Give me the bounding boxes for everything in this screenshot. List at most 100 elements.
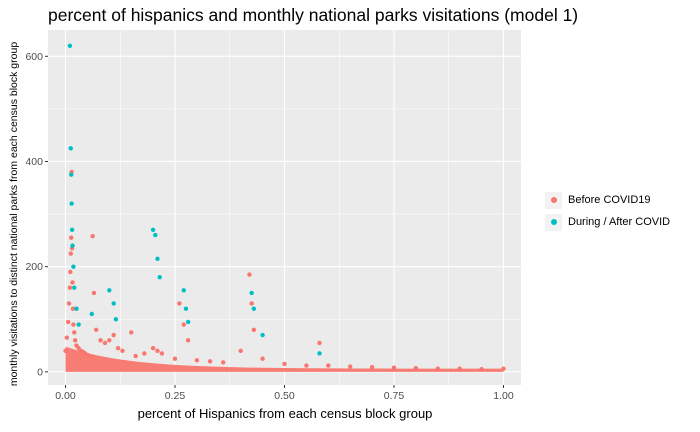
point-during-covid [185,319,191,325]
point-before-covid [90,233,95,239]
point-during-covid [150,227,156,233]
point-before-covid [207,359,213,364]
point-during-covid [69,201,74,206]
point-before-covid [129,330,134,335]
legend-item-before: Before COVID19 [545,189,670,211]
point-during-covid [70,243,75,248]
legend-dot-during [550,219,557,225]
point-during-covid [69,172,74,177]
point-before-covid [238,348,243,354]
point-before-covid [369,364,375,370]
point-before-covid [159,351,165,356]
y-axis-title: monthly visitations to distinct national… [8,41,20,387]
point-before-covid [63,348,68,354]
point-during-covid [317,351,322,356]
point-during-covid [76,322,81,327]
point-before-covid [501,366,506,371]
x-tick-label: 1.00 [493,390,514,402]
chart-title: percent of hispanics and monthly nationa… [48,5,579,25]
x-tick-label: 0.50 [274,390,295,402]
point-before-covid [304,363,309,368]
baseline-cloud [65,346,504,372]
point-before-covid [66,301,72,306]
point-during-covid [181,288,186,293]
point-before-covid [111,332,116,338]
point-before-covid [317,340,322,346]
point-before-covid [282,361,287,367]
point-before-covid [155,348,160,354]
point-during-covid [183,306,189,311]
y-tick-label: 0 [37,366,43,378]
point-during-covid [153,232,158,238]
point-before-covid [69,235,74,240]
legend-item-during: During / After COVID [545,211,670,233]
y-tick-label: 200 [25,261,43,273]
point-before-covid [413,365,419,371]
legend-key [545,191,562,209]
axis-ticks: 0.00 0.25 0.50 0.75 1.00 0 200 400 600 [25,51,513,402]
point-before-covid [68,251,73,256]
point-during-covid [74,306,79,311]
data-points [63,43,506,372]
point-during-covid [113,317,119,322]
point-during-covid [71,264,76,269]
point-before-covid [177,301,182,306]
point-during-covid [249,290,254,296]
point-before-covid [194,358,200,363]
point-before-covid [67,285,73,290]
point-before-covid [185,338,191,343]
point-before-covid [65,319,71,325]
point-before-covid [64,335,70,340]
point-before-covid [260,356,265,361]
point-before-covid [93,327,99,332]
point-before-covid [391,365,397,370]
point-before-covid [98,338,103,343]
x-axis-title: percent of Hispanics from each census bl… [137,406,433,421]
point-during-covid [107,288,112,293]
point-during-covid [69,227,75,233]
point-during-covid [72,285,77,290]
point-during-covid [89,311,94,317]
legend-label: During / After COVID [568,216,671,228]
legend: Before COVID19 During / After COVID [545,189,670,233]
point-during-covid [155,256,160,261]
x-tick-label: 0.25 [165,390,186,402]
point-before-covid [107,338,112,343]
y-tick-label: 600 [25,51,43,63]
point-during-covid [111,301,116,306]
point-before-covid [89,354,94,360]
point-before-covid [435,366,440,371]
y-tick-label: 400 [25,156,43,168]
point-before-covid [220,360,226,365]
point-during-covid [68,146,73,151]
point-before-covid [249,301,254,306]
point-before-covid [71,322,76,327]
point-before-covid [91,290,97,296]
point-before-covid [70,280,75,285]
point-before-covid [102,340,108,346]
point-before-covid [172,356,178,361]
point-during-covid [67,43,73,48]
point-before-covid [72,338,78,343]
point-before-covid [70,306,76,311]
point-during-covid [157,274,162,280]
point-before-covid [326,363,331,368]
point-before-covid [347,364,353,369]
point-before-covid [181,322,186,327]
point-during-covid [260,332,265,338]
legend-dot-before [550,197,557,203]
point-before-covid [72,330,77,335]
x-tick-label: 0.00 [55,390,76,402]
x-tick-label: 0.75 [384,390,405,402]
point-before-covid [457,366,462,371]
legend-key [545,213,562,231]
point-before-covid [115,345,121,351]
legend-label: Before COVID19 [568,194,651,206]
point-before-covid [247,272,252,277]
point-before-covid [150,345,156,351]
point-before-covid [120,348,125,354]
point-before-covid [133,353,138,359]
point-before-covid [479,367,484,372]
point-during-covid [251,306,257,311]
